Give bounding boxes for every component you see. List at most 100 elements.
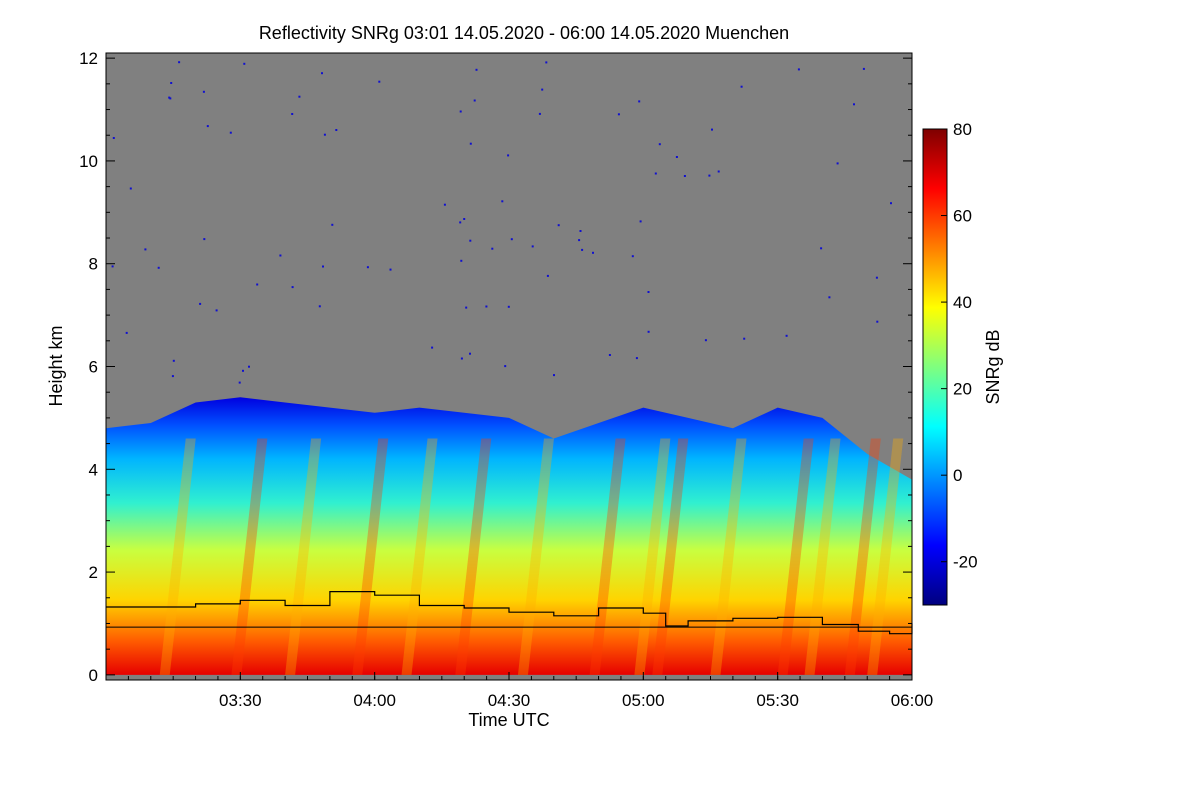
noise-speckle bbox=[485, 305, 488, 308]
noise-speckle bbox=[853, 103, 855, 106]
noise-speckle bbox=[129, 187, 132, 190]
noise-speckle bbox=[203, 238, 206, 241]
noise-speckle bbox=[378, 80, 381, 83]
noise-speckle bbox=[785, 334, 788, 337]
colorbar-tick-label: 20 bbox=[953, 380, 972, 399]
noise-speckles bbox=[111, 61, 892, 384]
noise-speckle bbox=[501, 200, 504, 203]
noise-speckle bbox=[876, 320, 879, 323]
noise-speckle bbox=[708, 174, 711, 177]
colorbar-tick-label: -20 bbox=[953, 553, 978, 572]
noise-speckle bbox=[828, 296, 831, 299]
chart-title: Reflectivity SNRg 03:01 14.05.2020 - 06:… bbox=[259, 23, 789, 43]
plot-area bbox=[105, 52, 913, 681]
noise-speckle bbox=[170, 82, 173, 84]
noise-speckle bbox=[465, 306, 468, 309]
noise-speckle bbox=[617, 113, 620, 116]
colorbar-tick-label: 0 bbox=[953, 466, 962, 485]
colorbar-tick-label: 60 bbox=[953, 207, 972, 226]
noise-speckle bbox=[592, 251, 594, 254]
noise-speckle bbox=[331, 223, 334, 226]
noise-speckle bbox=[291, 286, 294, 289]
noise-speckle bbox=[366, 266, 369, 269]
precip-streak bbox=[867, 438, 904, 675]
noise-speckle bbox=[581, 248, 584, 251]
colorbar: -20 0 20 40 60 80 SNRg dB bbox=[922, 120, 1003, 606]
precip-streak bbox=[352, 438, 389, 675]
noise-speckle bbox=[557, 224, 560, 227]
noise-speckle bbox=[546, 274, 549, 277]
noise-speckle bbox=[112, 137, 115, 139]
noise-speckle bbox=[459, 110, 462, 113]
noise-speckle bbox=[469, 352, 471, 355]
noise-speckle bbox=[579, 230, 582, 232]
noise-speckle bbox=[111, 265, 114, 268]
noise-speckle bbox=[202, 90, 205, 93]
noise-speckle bbox=[491, 247, 494, 250]
colorbar-ticks: -20 0 20 40 60 80 bbox=[941, 120, 978, 572]
noise-speckle bbox=[279, 254, 282, 257]
noise-speckle bbox=[323, 133, 326, 136]
noise-speckle bbox=[820, 247, 823, 250]
noise-speckle bbox=[199, 302, 202, 305]
noise-speckle bbox=[890, 202, 892, 205]
noise-speckle bbox=[475, 68, 478, 71]
precip-streak bbox=[777, 438, 814, 675]
precip-streak bbox=[231, 438, 268, 675]
noise-speckle bbox=[256, 283, 259, 286]
precip-streak bbox=[159, 438, 196, 675]
noise-speckle bbox=[215, 309, 218, 312]
y-tick-label: 0 bbox=[89, 666, 98, 685]
noise-speckle bbox=[335, 129, 338, 131]
noise-speckle bbox=[507, 154, 510, 157]
noise-speckle bbox=[740, 85, 743, 88]
noise-speckle bbox=[545, 61, 548, 64]
x-axis-label: Time UTC bbox=[468, 710, 549, 730]
colorbar-tick-label: 80 bbox=[953, 120, 972, 139]
noise-speckle bbox=[125, 331, 128, 334]
noise-speckle bbox=[473, 99, 476, 102]
noise-speckle bbox=[169, 97, 172, 100]
x-tick-label: 03:30 bbox=[219, 691, 262, 710]
noise-speckle bbox=[743, 337, 746, 340]
precip-streak bbox=[401, 438, 438, 675]
x-tick-label: 05:00 bbox=[622, 691, 665, 710]
noise-speckle bbox=[322, 265, 324, 268]
noise-speckle bbox=[459, 221, 462, 224]
noise-speckle bbox=[862, 67, 865, 70]
noise-speckle bbox=[157, 266, 160, 269]
noise-speckle bbox=[711, 128, 713, 131]
noise-speckle bbox=[875, 276, 878, 279]
noise-speckle bbox=[463, 218, 466, 220]
noise-speckle bbox=[460, 357, 463, 360]
y-tick-label: 12 bbox=[79, 49, 98, 68]
noise-speckle bbox=[639, 220, 642, 223]
precip-streak bbox=[285, 438, 322, 675]
noise-speckle bbox=[460, 259, 463, 262]
noise-speckle bbox=[647, 291, 650, 293]
noise-speckle bbox=[531, 245, 534, 248]
noise-speckle bbox=[178, 61, 181, 64]
noise-speckle bbox=[168, 96, 171, 99]
noise-speckle bbox=[538, 112, 541, 115]
x-axis: 03:30 04:00 04:30 05:00 05:30 06:00 bbox=[127, 672, 933, 710]
noise-speckle bbox=[658, 143, 661, 146]
x-tick-label: 05:30 bbox=[756, 691, 799, 710]
precip-streak bbox=[710, 438, 747, 675]
noise-speckle bbox=[248, 365, 250, 368]
noise-speckle bbox=[318, 305, 321, 308]
noise-speckle bbox=[144, 248, 147, 251]
y-tick-label: 10 bbox=[79, 152, 98, 171]
y-axis: 0 2 4 6 8 10 12 bbox=[79, 49, 912, 685]
x-tick-label: 04:00 bbox=[353, 691, 396, 710]
noise-speckle bbox=[683, 175, 686, 177]
precip-streak bbox=[844, 438, 881, 675]
noise-speckle bbox=[507, 305, 510, 308]
noise-speckle bbox=[836, 162, 839, 165]
noise-speckle bbox=[608, 354, 611, 356]
noise-speckle bbox=[631, 255, 634, 258]
noise-speckle bbox=[389, 268, 392, 271]
noise-speckle bbox=[510, 238, 513, 241]
y-axis-label: Height km bbox=[46, 325, 66, 406]
